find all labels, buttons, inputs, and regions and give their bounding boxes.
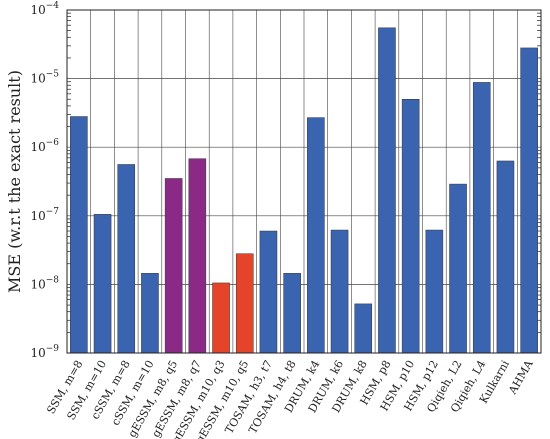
- bar: [283, 273, 301, 354]
- bar: [70, 116, 88, 354]
- y-tick-label: 10−4: [30, 1, 59, 17]
- bar: [188, 158, 207, 354]
- bar: [449, 183, 467, 354]
- bar: [117, 164, 136, 354]
- bar: [378, 27, 396, 354]
- bar: [354, 303, 373, 354]
- bar: [93, 214, 112, 354]
- bar: [141, 273, 159, 354]
- bar: [307, 117, 325, 354]
- bar: [496, 160, 515, 354]
- bar: [330, 229, 349, 354]
- y-tick-label: 10−5: [30, 70, 59, 86]
- plot-frame: [66, 9, 542, 354]
- bar: [164, 178, 183, 354]
- bar: [259, 230, 278, 354]
- grid-lines: [66, 10, 542, 353]
- bar: [520, 47, 538, 354]
- y-axis-ticks: 10−9 10−8 10−7 10−6 10−5 10−4: [30, 1, 59, 360]
- y-axis-title: MSE (w.r.t the exact result): [5, 70, 24, 293]
- bar: [472, 82, 491, 354]
- y-tick-label: 10−7: [30, 207, 59, 223]
- x-tick-label: AHMA: [506, 357, 537, 397]
- y-tick-label: 10−8: [30, 275, 59, 291]
- bar: [401, 99, 420, 354]
- bar: [235, 253, 254, 354]
- bar: [425, 229, 444, 354]
- y-tick-label: 10−9: [30, 344, 59, 360]
- y-tick-label: 10−6: [30, 138, 59, 154]
- bar: [212, 282, 230, 354]
